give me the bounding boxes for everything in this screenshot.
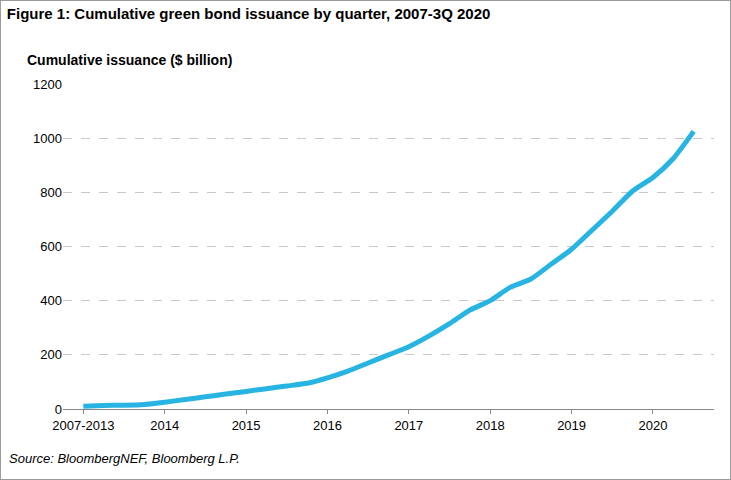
svg-text:2017: 2017 <box>394 418 423 433</box>
svg-text:1000: 1000 <box>33 131 62 146</box>
svg-text:400: 400 <box>40 293 62 308</box>
svg-text:600: 600 <box>40 239 62 254</box>
svg-text:Figure 1: Cumulative green bon: Figure 1: Cumulative green bond issuance… <box>7 5 491 22</box>
svg-text:2019: 2019 <box>557 418 586 433</box>
svg-text:2020: 2020 <box>639 418 668 433</box>
svg-text:0: 0 <box>55 402 62 417</box>
svg-text:2007-2013: 2007-2013 <box>52 418 114 433</box>
svg-text:Source: BloombergNEF, Bloomber: Source: BloombergNEF, Bloomberg L.P. <box>9 451 240 466</box>
svg-text:200: 200 <box>40 347 62 362</box>
svg-text:2014: 2014 <box>150 418 179 433</box>
svg-text:2016: 2016 <box>313 418 342 433</box>
svg-text:800: 800 <box>40 185 62 200</box>
svg-text:2018: 2018 <box>476 418 505 433</box>
svg-text:2015: 2015 <box>232 418 261 433</box>
svg-text:1200: 1200 <box>33 77 62 92</box>
svg-text:Cumulative issuance ($ billion: Cumulative issuance ($ billion) <box>27 52 232 68</box>
